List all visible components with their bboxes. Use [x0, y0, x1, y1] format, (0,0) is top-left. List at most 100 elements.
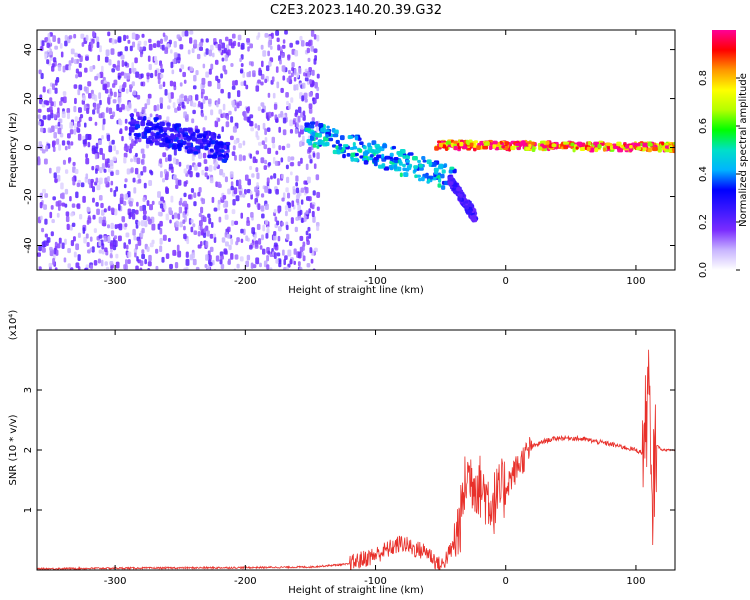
heatmap-cell: [300, 187, 305, 193]
heatmap-cell: [76, 203, 81, 210]
heatmap-cell: [458, 196, 463, 201]
heatmap-cell: [75, 262, 80, 269]
heatmap-cell: [304, 77, 309, 82]
heatmap-cell: [311, 210, 315, 218]
heatmap-cell: [166, 116, 170, 122]
heatmap-cell: [311, 204, 315, 210]
heatmap-cell: [94, 153, 98, 160]
heatmap-cell: [59, 118, 63, 124]
heatmap-cell: [159, 121, 165, 127]
heatmap-cell: [141, 253, 146, 260]
heatmap-cell: [204, 172, 208, 178]
heatmap-cell: [277, 207, 280, 213]
heatmap-cell: [300, 40, 305, 47]
heatmap-cell: [75, 243, 80, 251]
heatmap-cell: [290, 72, 294, 78]
heatmap-cell: [136, 157, 141, 165]
heatmap-cell: [124, 126, 128, 131]
heatmap-cell: [75, 68, 79, 74]
heatmap-cell: [131, 41, 136, 48]
heatmap-cell: [359, 141, 364, 146]
heatmap-cell: [174, 107, 178, 113]
heatmap-cell: [155, 248, 159, 254]
heatmap-cell: [212, 52, 215, 58]
heatmap-cell: [110, 268, 113, 270]
heatmap-cell: [68, 60, 72, 67]
heatmap-cell: [56, 243, 61, 249]
heatmap-cell: [433, 167, 439, 172]
heatmap-cell: [208, 68, 212, 75]
heatmap-cell: [316, 86, 320, 92]
heatmap-cell: [43, 240, 47, 248]
heatmap-cell: [164, 47, 169, 54]
heatmap-cell: [260, 102, 265, 107]
heatmap-cell: [64, 238, 67, 245]
heatmap-cell: [629, 144, 633, 149]
heatmap-cell: [199, 225, 203, 231]
heatmap-cell: [156, 104, 160, 111]
heatmap-cell: [223, 47, 227, 54]
heatmap-cell: [67, 263, 72, 269]
heatmap-cell: [232, 145, 236, 151]
heatmap-cell: [285, 224, 289, 231]
heatmap-cell: [101, 219, 106, 227]
heatmap-cell: [152, 43, 157, 48]
heatmap-cell: [162, 81, 166, 88]
heatmap-cell: [374, 143, 380, 149]
heatmap-cell: [162, 178, 166, 183]
heatmap-cell: [243, 80, 247, 87]
heatmap-cell: [452, 182, 458, 187]
heatmap-cell: [74, 97, 77, 105]
heatmap-cell: [170, 49, 173, 54]
heatmap-cell: [219, 169, 224, 176]
heatmap-cell: [170, 195, 174, 203]
heatmap-cell: [181, 30, 185, 37]
heatmap-cell: [159, 103, 163, 109]
heatmap-cell: [215, 161, 219, 167]
heatmap-cell: [202, 83, 206, 89]
heatmap-cell: [282, 75, 286, 81]
heatmap-cell: [270, 45, 273, 50]
heatmap-cell: [284, 205, 288, 211]
heatmap-cell: [510, 145, 516, 151]
heatmap-cell: [174, 262, 179, 269]
heatmap-cell: [198, 220, 203, 227]
colorbar-tick-label: 0.0: [698, 262, 709, 278]
heatmap-cell: [133, 108, 138, 113]
heatmap-cell: [434, 146, 439, 151]
heatmap-cell: [261, 60, 264, 68]
heatmap-cell: [282, 117, 287, 124]
heatmap-cell: [133, 235, 137, 241]
heatmap-cell: [57, 64, 62, 72]
heatmap-cell: [299, 141, 302, 147]
heatmap-cell: [136, 111, 140, 117]
heatmap-cell: [107, 176, 110, 182]
heatmap-cell: [78, 62, 82, 69]
heatmap-cell: [38, 245, 42, 252]
heatmap-cell: [195, 94, 199, 101]
heatmap-cell: [63, 257, 67, 263]
heatmap-x-tick-label: -100: [364, 276, 387, 287]
heatmap-cell: [222, 103, 226, 111]
heatmap-cell: [99, 147, 103, 155]
heatmap-cell: [162, 152, 167, 158]
heatmap-cell: [302, 244, 305, 251]
heatmap-cell: [179, 197, 183, 205]
heatmap-cell: [316, 191, 321, 199]
heatmap-cell: [208, 49, 213, 57]
heatmap-cell: [468, 206, 473, 211]
heatmap-cell: [131, 208, 136, 214]
heatmap-cell: [87, 217, 92, 224]
heatmap-cell: [56, 138, 60, 145]
heatmap-cell: [278, 145, 282, 151]
heatmap-cell: [129, 113, 135, 117]
heatmap-cell: [267, 161, 272, 167]
heatmap-cell: [602, 147, 606, 152]
heatmap-cell: [104, 247, 108, 253]
heatmap-cell: [291, 200, 295, 207]
heatmap-cell: [134, 167, 139, 175]
heatmap-cell: [607, 145, 611, 150]
heatmap-cell: [37, 108, 42, 113]
heatmap-cell: [109, 254, 113, 259]
heatmap-cell: [299, 35, 303, 41]
